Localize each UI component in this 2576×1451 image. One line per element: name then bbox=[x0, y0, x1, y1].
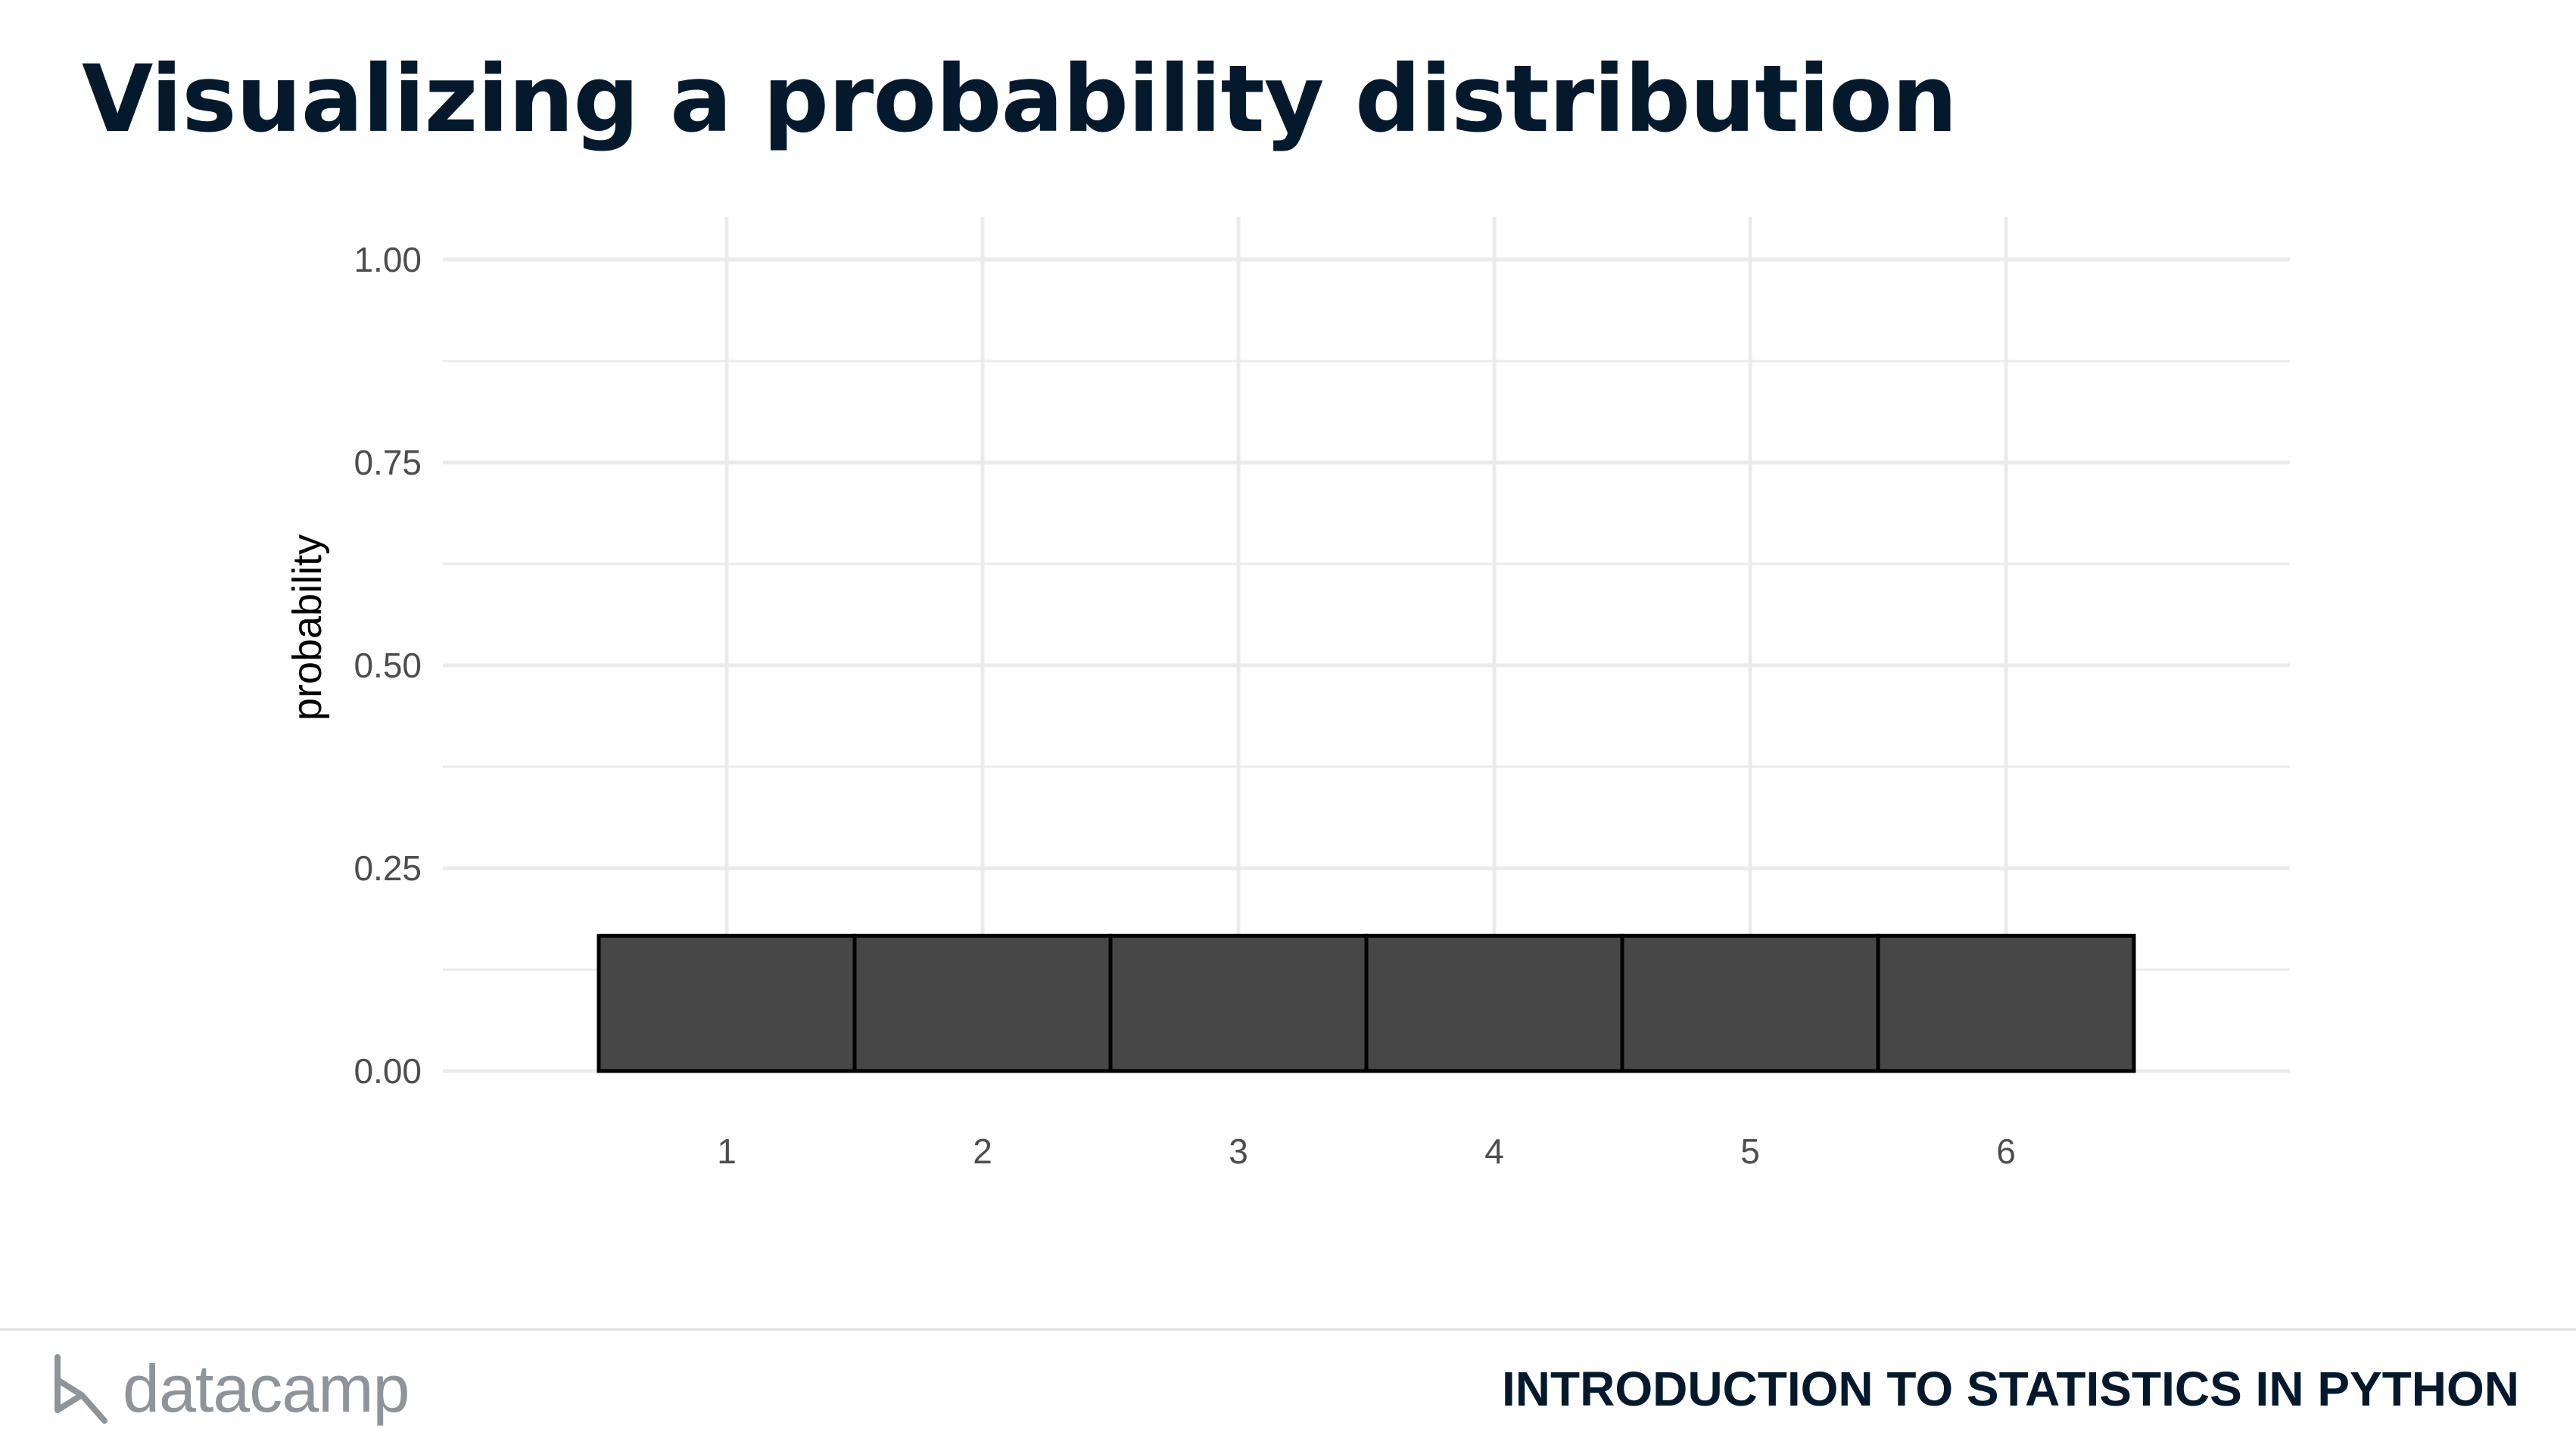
y-axis-title: probability bbox=[285, 534, 330, 721]
page-title: Visualizing a probability distribution bbox=[82, 45, 1958, 153]
y-tick-label: 0.25 bbox=[354, 848, 422, 888]
x-tick-label: 1 bbox=[717, 1132, 737, 1171]
bar-1 bbox=[596, 933, 857, 1073]
bar-5 bbox=[1620, 933, 1880, 1073]
datacamp-logo-icon bbox=[55, 1354, 107, 1424]
datacamp-logo: datacamp bbox=[51, 1347, 410, 1431]
x-tick-label: 5 bbox=[1740, 1132, 1760, 1171]
x-tick-label: 3 bbox=[1229, 1132, 1248, 1171]
bar-6 bbox=[1876, 933, 2136, 1073]
brand-name: datacamp bbox=[123, 1351, 410, 1426]
bar-2 bbox=[852, 933, 1113, 1073]
x-tick-label: 2 bbox=[973, 1132, 992, 1171]
y-tick-label: 1.00 bbox=[354, 240, 422, 279]
y-tick-label: 0.00 bbox=[354, 1051, 422, 1091]
bar-3 bbox=[1108, 933, 1369, 1073]
bar-4 bbox=[1364, 933, 1624, 1073]
course-title: INTRODUCTION TO STATISTICS IN PYTHON bbox=[1502, 1362, 2519, 1416]
x-tick-label: 4 bbox=[1484, 1132, 1504, 1171]
x-tick-label: 6 bbox=[1996, 1132, 2016, 1171]
y-tick-label: 0.75 bbox=[354, 443, 422, 482]
footer-divider bbox=[0, 1328, 2576, 1331]
y-tick-label: 0.50 bbox=[354, 646, 422, 685]
